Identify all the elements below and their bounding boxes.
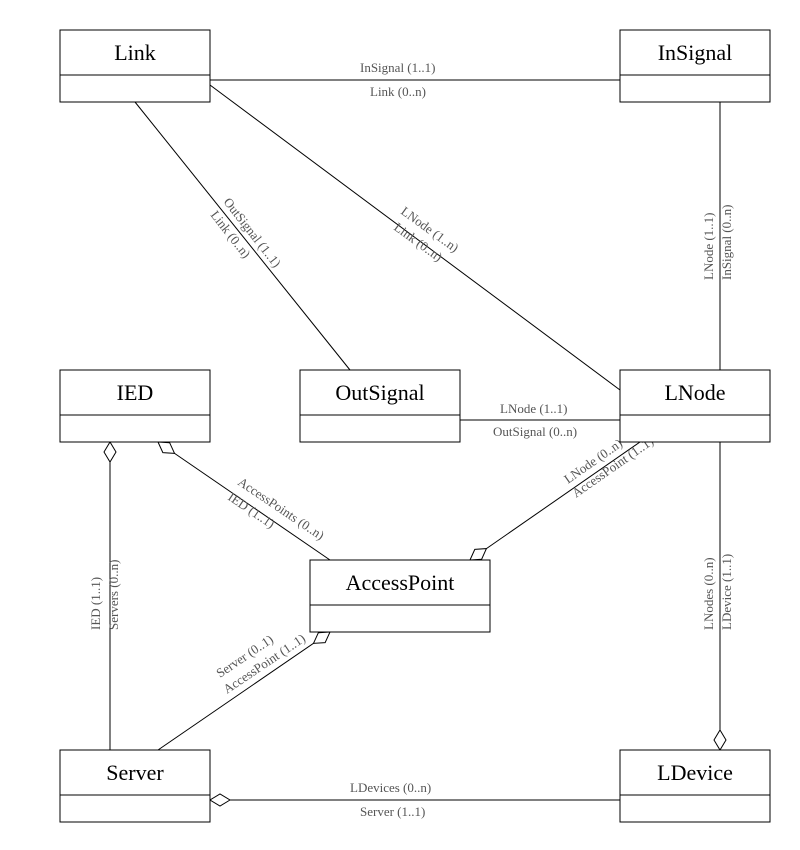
aggregation-diamond-icon	[714, 730, 726, 750]
class-insignal: InSignal	[620, 30, 770, 102]
class-title: LDevice	[657, 760, 733, 785]
rel-link-insignal: InSignal (1..1) Link (0..n)	[210, 60, 620, 99]
class-link: Link	[60, 30, 210, 102]
uml-class-diagram: InSignal (1..1) Link (0..n) OutSignal (1..…	[0, 0, 800, 850]
class-title: OutSignal	[335, 380, 424, 405]
relationship-label: IED (1..1)	[88, 577, 103, 630]
rel-outsignal-lnode: LNode (1..1) OutSignal (0..n)	[460, 401, 620, 439]
relationship-label: InSignal (1..1)	[360, 60, 435, 75]
relationship-label: LNodes (0..n)	[701, 557, 716, 630]
class-ied: IED	[60, 370, 210, 442]
relationship-label: OutSignal (0..n)	[493, 424, 577, 439]
aggregation-diamond-icon	[314, 632, 330, 643]
class-server: Server	[60, 750, 210, 822]
rel-server-accesspoint: Server (0..1)AccessPoint (1..1)	[158, 631, 330, 750]
relationship-label: LDevices (0..n)	[350, 780, 431, 795]
relationship-label: Servers (0..n)	[106, 560, 121, 630]
rel-insignal-lnode: LNode (1..1)InSignal (0..n)	[701, 102, 734, 370]
class-ldevice: LDevice	[620, 750, 770, 822]
rel-server-ldevice: LDevices (0..n) Server (1..1)	[210, 780, 620, 819]
class-title: LNode	[664, 380, 725, 405]
rel-link-lnode: LNode (1..n)Link (0..n)	[210, 85, 620, 390]
aggregation-diamond-icon	[470, 549, 486, 560]
rel-ied-server: Servers (0..n)IED (1..1)	[88, 442, 121, 750]
relationship-label: LDevice (1..1)	[719, 554, 734, 630]
relationship-label: Link (0..n)	[370, 84, 426, 99]
relationship-label: LNode (1..1)	[701, 212, 716, 280]
class-outsignal: OutSignal	[300, 370, 460, 442]
rel-lnode-accesspoint: LNode (0..n)AccessPoint (1..1)	[470, 433, 656, 560]
relationship-label: LNode (1..1)	[500, 401, 568, 416]
rel-lnode-ldevice: LNodes (0..n)LDevice (1..1)	[701, 442, 734, 750]
class-title: AccessPoint	[346, 570, 455, 595]
aggregation-diamond-icon	[104, 442, 116, 462]
classes: Link InSignal IED OutSignal LNode AccessPoint…	[60, 30, 770, 822]
rel-link-outsignal: OutSignal (1..1)Link (0..n)	[135, 102, 350, 370]
class-title: Server	[106, 760, 164, 785]
relationship-label: InSignal (0..n)	[719, 205, 734, 280]
class-title: IED	[117, 380, 154, 405]
class-lnode: LNode	[620, 370, 770, 442]
aggregation-diamond-icon	[210, 794, 230, 806]
relationship-label: Server (1..1)	[360, 804, 425, 819]
rel-ied-accesspoint: AccessPoints (0..n)IED (1..1)	[158, 442, 330, 560]
class-title: Link	[114, 40, 156, 65]
class-accesspoint: AccessPoint	[310, 560, 490, 632]
aggregation-diamond-icon	[158, 442, 174, 453]
class-title: InSignal	[658, 40, 733, 65]
